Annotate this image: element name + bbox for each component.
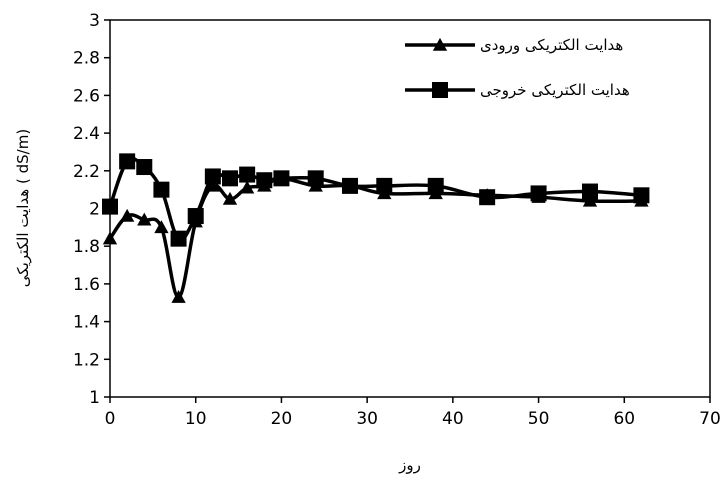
- triangle-marker: [102, 231, 118, 245]
- triangle-marker: [137, 212, 152, 226]
- triangle-marker: [205, 178, 221, 192]
- y-tick-label: 3: [89, 11, 100, 31]
- square-marker: [239, 166, 256, 183]
- square-marker: [153, 181, 170, 198]
- y-tick-label: 1.6: [73, 275, 100, 295]
- triangle-marker: [119, 208, 135, 222]
- legend-label: هدایت الکتریکی خروجی: [480, 81, 630, 99]
- y-tick-label: 1.2: [73, 350, 100, 370]
- square-marker: [204, 168, 221, 185]
- y-tick-label: 2: [89, 200, 100, 220]
- triangle-marker: [582, 193, 598, 207]
- square-marker: [170, 230, 187, 247]
- legend-item: هدایت الکتریکی ورودی: [405, 36, 623, 54]
- triangle-marker: [432, 37, 448, 51]
- x-tick-label: 50: [528, 409, 550, 429]
- x-tick-label: 0: [105, 409, 116, 429]
- plot-area: [109, 19, 711, 398]
- triangle-marker: [154, 220, 169, 234]
- y-tick-label: 2.6: [73, 86, 100, 106]
- square-marker: [342, 177, 358, 194]
- x-tick-label: 20: [271, 409, 293, 429]
- square-marker: [256, 172, 273, 189]
- square-marker: [427, 177, 444, 194]
- series-square: [102, 153, 650, 247]
- y-tick-label: 1.8: [73, 237, 100, 257]
- square-marker: [376, 177, 393, 194]
- square-marker: [530, 185, 547, 202]
- y-tick-label: 2.8: [73, 49, 100, 69]
- x-tick-label: 60: [613, 409, 635, 429]
- triangle-marker: [239, 180, 255, 194]
- square-marker: [273, 170, 290, 187]
- square-marker: [222, 170, 238, 187]
- square-marker: [479, 189, 496, 206]
- square-marker: [136, 159, 153, 176]
- triangle-marker: [171, 289, 186, 303]
- square-marker: [582, 183, 598, 200]
- y-tick-label: 1.4: [73, 313, 100, 333]
- square-marker: [432, 82, 448, 98]
- square-marker: [119, 153, 136, 170]
- series-layer: [102, 153, 650, 303]
- legend-item: هدایت الکتریکی خروجی: [405, 81, 630, 99]
- y-axis-label: هدایت الکتریکی ( dS/m): [14, 129, 32, 287]
- square-marker: [102, 198, 118, 215]
- y-tick-label: 1: [89, 388, 100, 408]
- square-marker: [633, 187, 650, 204]
- x-axis-label: روز: [398, 456, 421, 474]
- square-marker: [307, 170, 324, 187]
- square-marker: [187, 208, 204, 225]
- x-tick-label: 10: [185, 409, 207, 429]
- legend: هدایت الکتریکی ورودی هدایت الکتریکی خروجی: [405, 36, 630, 99]
- y-tick-label: 2.4: [73, 124, 100, 144]
- x-tick-label: 40: [442, 409, 464, 429]
- y-axis: 1 1.2 1.4 1.6 1.8 2 2.2 2.4 2.6 2.8 3: [73, 11, 110, 408]
- x-tick-label: 30: [356, 409, 378, 429]
- y-tick-label: 2.2: [73, 162, 100, 182]
- x-axis: 0 10 20 30 40 50 60 70: [105, 397, 721, 429]
- legend-label: هدایت الکتریکی ورودی: [480, 36, 623, 54]
- x-tick-label: 70: [699, 409, 721, 429]
- triangle-marker: [222, 191, 238, 205]
